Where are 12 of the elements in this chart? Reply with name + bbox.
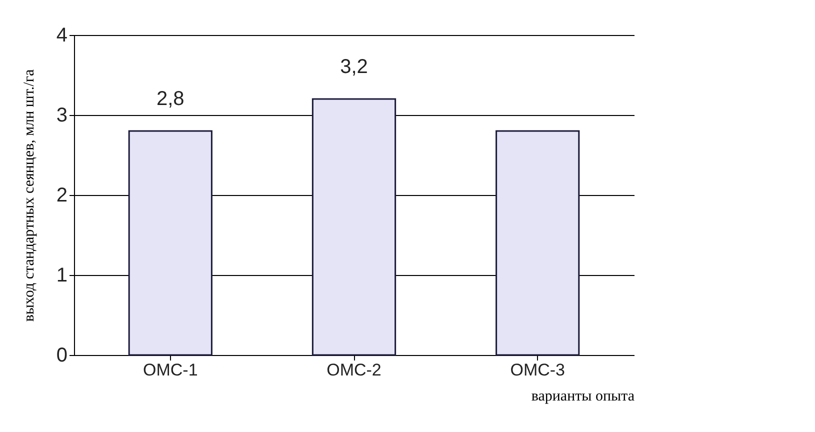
y-tick-label: 2: [56, 184, 68, 206]
x-tick-label: ОМС-3: [510, 360, 565, 380]
x-tick-label: ОМС-1: [143, 360, 198, 380]
y-tick-label: 3: [56, 104, 68, 126]
data-label: 3,2: [340, 56, 368, 78]
x-axis-title: варианты опыта: [531, 388, 635, 404]
x-tick-label: ОМС-2: [326, 360, 382, 380]
y-axis-title: выход стандартных сеянцев, млн шт./га: [21, 69, 38, 322]
y-tick-label: 1: [56, 264, 68, 286]
y-tick-label: 4: [56, 24, 68, 46]
data-label: 2,8: [156, 88, 184, 110]
y-tick-label: 0: [56, 344, 68, 366]
